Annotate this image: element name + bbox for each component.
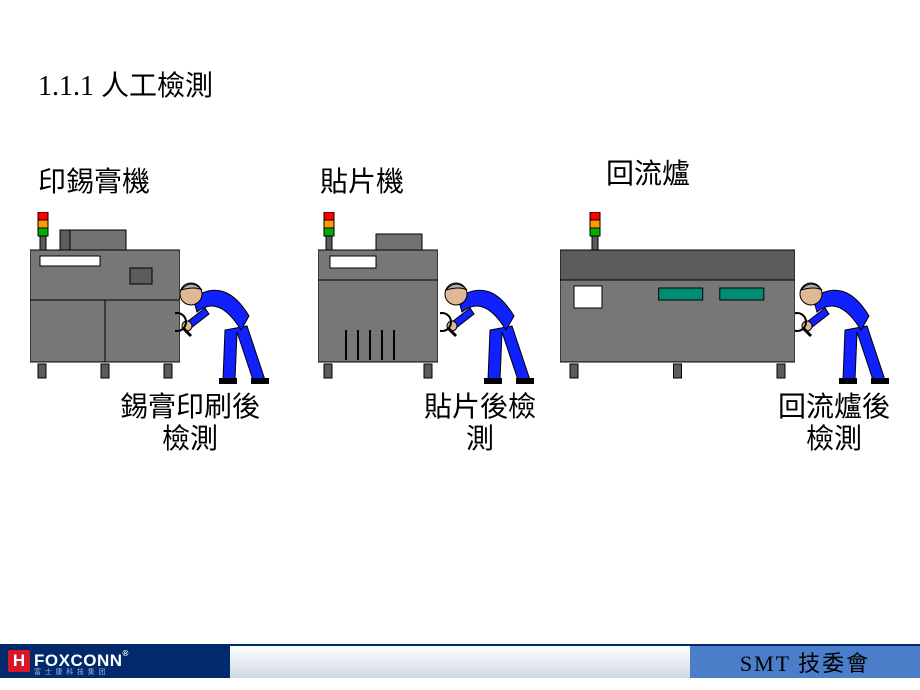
footer: H FOXCONN® 富 士 康 科 技 集 团 SMT 技委會 (0, 634, 920, 690)
registered-mark: ® (123, 649, 129, 658)
footer-right: SMT 技委會 (690, 644, 920, 678)
machine-printer-icon (30, 212, 180, 382)
inspector-icon (795, 272, 905, 392)
check-label-reflow: 回流爐後檢測 (778, 392, 890, 456)
footer-mid (230, 644, 690, 678)
station-label-printer: 印錫膏機 (38, 160, 150, 200)
machine-mounter-icon (318, 212, 438, 382)
slide-title: 1.1.1 人工檢測 (38, 64, 213, 104)
check-label-mounter: 貼片後檢測 (424, 392, 536, 456)
station-label-reflow: 回流爐 (606, 152, 690, 192)
inspector-icon (175, 272, 285, 392)
check-label-printer: 錫膏印刷後檢測 (120, 392, 260, 456)
footer-bar: H FOXCONN® 富 士 康 科 技 集 团 SMT 技委會 (0, 644, 920, 678)
machine-reflow-icon (560, 212, 795, 382)
stations-row: 印錫膏機 錫膏印 (0, 160, 920, 480)
station-label-mounter: 貼片機 (320, 160, 404, 200)
brand-subtitle: 富 士 康 科 技 集 团 (34, 667, 107, 677)
footer-logo: H FOXCONN® 富 士 康 科 技 集 团 (0, 644, 230, 678)
logo-h-icon: H (8, 650, 30, 672)
inspector-icon (440, 272, 550, 392)
